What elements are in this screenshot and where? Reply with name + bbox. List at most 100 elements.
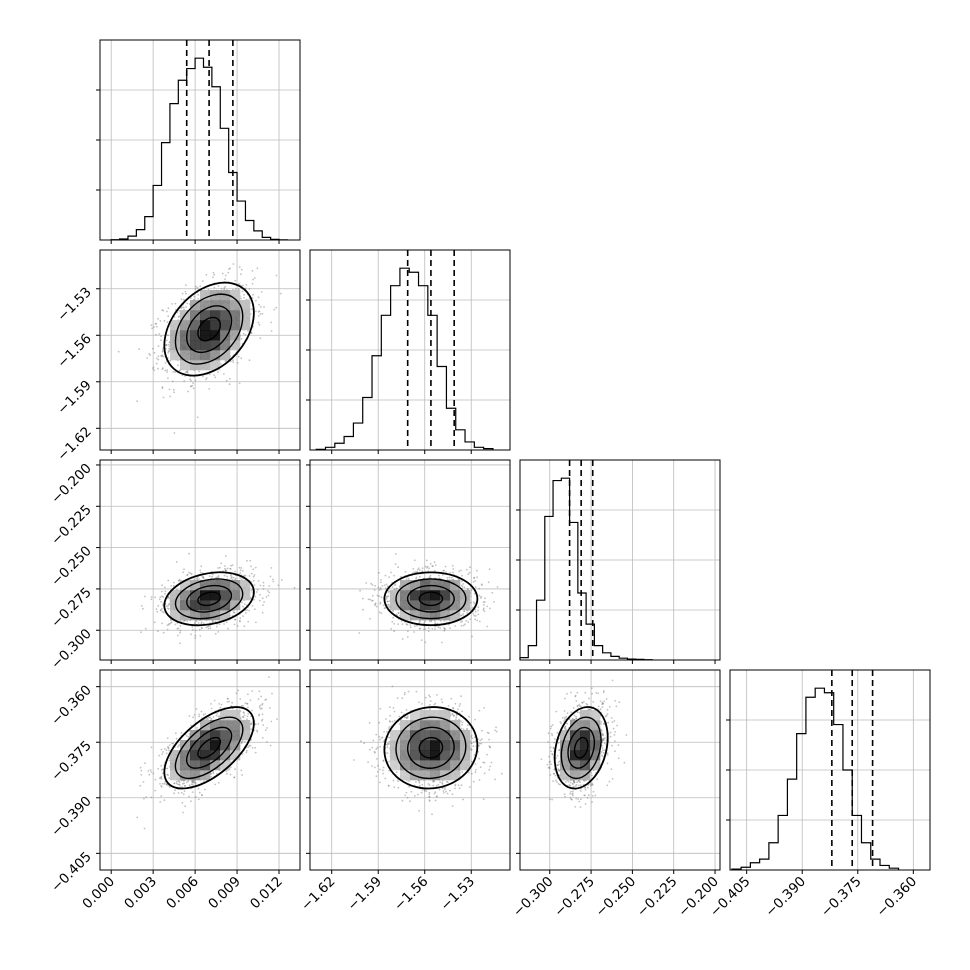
scatter-point: [460, 784, 463, 787]
scatter-point: [260, 695, 262, 698]
scatter-point: [382, 760, 385, 762]
scatter-point: [208, 388, 211, 390]
scatter-point: [378, 735, 381, 738]
scatter-point: [555, 779, 557, 782]
scatter-point: [244, 702, 247, 705]
density-cell: [220, 720, 231, 731]
scatter-panel-1-3: [309, 669, 511, 871]
scatter-point: [423, 790, 426, 792]
scatter-point: [607, 721, 610, 724]
scatter-point: [270, 330, 273, 332]
scatter-point: [445, 790, 447, 793]
density-cell: [220, 350, 231, 361]
scatter-point: [167, 747, 170, 750]
scatter-point: [217, 575, 220, 577]
scatter-point: [168, 744, 171, 746]
scatter-point: [574, 694, 577, 697]
scatter-point: [234, 618, 237, 621]
scatter-point: [555, 710, 558, 713]
scatter-point: [601, 754, 603, 757]
scatter-point: [608, 706, 611, 708]
scatter-point: [167, 745, 169, 748]
scatter-point: [262, 724, 265, 726]
density-cell: [190, 730, 201, 741]
scatter-point: [374, 751, 376, 754]
panel-frame: [99, 249, 301, 451]
scatter-point: [440, 698, 443, 701]
scatter-point: [164, 592, 166, 595]
density-cell: [230, 300, 241, 311]
scatter-point: [457, 708, 459, 710]
density-cell: [410, 610, 421, 621]
contour-level-3: [395, 578, 467, 620]
scatter-point: [232, 576, 235, 579]
scatter-point: [470, 760, 473, 763]
scatter-point: [192, 784, 194, 786]
scatter-point: [231, 576, 233, 579]
scatter-point: [454, 784, 457, 787]
scatter-point: [192, 387, 195, 390]
scatter-point: [191, 780, 193, 782]
scatter-point: [414, 571, 417, 574]
scatter-point: [233, 611, 236, 614]
scatter-point: [240, 273, 242, 276]
scatter-point: [388, 576, 391, 578]
scatter-point: [117, 350, 120, 353]
scatter-point: [583, 794, 586, 797]
scatter-point: [272, 578, 274, 581]
scatter-point: [467, 771, 470, 774]
scatter-point: [165, 344, 168, 347]
scatter-point: [169, 395, 172, 398]
scatter-point: [168, 341, 171, 344]
scatter-point: [190, 800, 192, 803]
contour-level-1: [573, 736, 589, 759]
scatter-point: [474, 618, 476, 621]
density-cell: [460, 760, 471, 771]
scatter-point: [200, 622, 203, 625]
scatter-point: [483, 601, 486, 603]
scatter-point: [468, 715, 470, 718]
scatter-point: [434, 625, 436, 628]
scatter-point: [415, 690, 418, 693]
scatter-point: [259, 337, 262, 340]
scatter-point: [566, 712, 569, 715]
scatter-point: [405, 791, 408, 794]
scatter-point: [405, 717, 408, 720]
scatter-point: [211, 575, 214, 578]
scatter-point: [239, 698, 242, 700]
density-cell: [580, 730, 591, 741]
scatter-point: [555, 757, 557, 759]
density-cell: [430, 610, 441, 621]
scatter-point: [139, 784, 142, 787]
scatter-point: [189, 385, 192, 388]
scatter-point: [225, 770, 228, 772]
scatter-point: [394, 563, 397, 565]
scatter-point: [261, 713, 264, 716]
scatter-point: [582, 701, 585, 703]
scatter-point: [388, 720, 391, 722]
scatter-point: [253, 608, 256, 611]
scatter-point: [420, 639, 423, 641]
scatter-point: [166, 767, 169, 770]
density-cell: [220, 710, 231, 721]
scatter-point: [181, 306, 184, 309]
scatter-point: [600, 729, 602, 731]
scatter-point: [473, 592, 476, 595]
scatter-point: [154, 778, 157, 781]
scatter-point: [553, 772, 556, 775]
scatter-point: [467, 588, 469, 591]
scatter-point: [406, 623, 409, 626]
scatter-point: [386, 585, 389, 588]
scatter-point: [423, 789, 426, 791]
scatter-point: [202, 713, 205, 716]
scatter-point: [162, 751, 164, 753]
scatter-point: [566, 722, 568, 725]
scatter-point: [576, 705, 579, 707]
scatter-point: [463, 610, 465, 613]
scatter-point: [187, 390, 190, 393]
scatter-point: [466, 727, 468, 730]
scatter-point: [164, 369, 167, 372]
density-cell: [240, 720, 251, 731]
scatter-point: [251, 605, 254, 607]
scatter-point: [494, 778, 496, 781]
